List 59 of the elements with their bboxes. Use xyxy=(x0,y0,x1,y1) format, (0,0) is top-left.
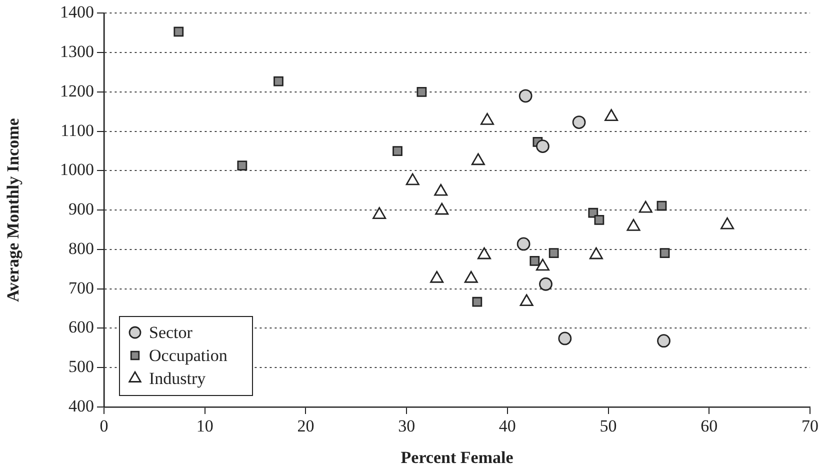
point xyxy=(656,200,667,211)
point xyxy=(464,270,478,283)
y-tick-label: 900 xyxy=(68,200,94,219)
point xyxy=(572,116,586,129)
point xyxy=(594,215,604,225)
point xyxy=(416,87,427,97)
y-tick-label: 1400 xyxy=(60,2,94,22)
point xyxy=(480,113,494,125)
x-tick-label: 20 xyxy=(297,416,314,436)
point xyxy=(539,277,552,291)
point xyxy=(520,294,534,306)
legend-label: Industry xyxy=(149,368,206,388)
x-tick-label: 0 xyxy=(100,416,108,436)
point xyxy=(274,76,284,86)
point xyxy=(638,200,652,213)
point xyxy=(406,173,420,186)
y-tick-label: 1300 xyxy=(60,42,94,62)
point xyxy=(430,270,444,283)
y-tick-label: 1000 xyxy=(60,160,94,180)
legend-label: Occupation xyxy=(149,346,228,365)
y-tick-label: 1200 xyxy=(60,81,94,100)
point xyxy=(237,160,248,171)
point xyxy=(392,146,402,156)
x-tick-label: 70 xyxy=(802,416,818,436)
point xyxy=(435,202,449,215)
y-tick-label: 1100 xyxy=(60,120,94,140)
x-tick-label: 40 xyxy=(498,416,516,436)
y-axis-title: Average Monthly Income xyxy=(4,118,23,302)
point xyxy=(548,248,559,258)
x-tick-label: 30 xyxy=(398,416,416,436)
point xyxy=(589,247,603,260)
point xyxy=(472,296,482,307)
point xyxy=(657,334,670,348)
y-tick-label: 500 xyxy=(68,357,94,376)
point xyxy=(720,217,734,230)
point xyxy=(530,256,540,266)
point xyxy=(477,247,491,260)
point xyxy=(518,89,532,103)
legend-label: Sector xyxy=(149,322,193,342)
y-tick-label: 400 xyxy=(68,396,94,416)
point xyxy=(558,332,572,346)
point xyxy=(434,184,448,196)
x-tick-label: 10 xyxy=(196,416,214,436)
y-tick-label: 800 xyxy=(68,238,94,258)
x-tick-label: 60 xyxy=(700,416,718,436)
point xyxy=(588,208,598,218)
y-tick-label: 700 xyxy=(68,278,94,298)
point xyxy=(660,248,670,258)
x-tick-label: 50 xyxy=(600,416,617,436)
point xyxy=(174,26,184,37)
point xyxy=(471,153,485,166)
point xyxy=(536,258,550,271)
point xyxy=(516,237,530,251)
y-tick-label: 600 xyxy=(68,318,94,337)
x-axis-title: Percent Female xyxy=(400,448,514,468)
point xyxy=(604,109,618,121)
point xyxy=(536,140,550,154)
point xyxy=(626,218,640,231)
point xyxy=(372,207,386,220)
